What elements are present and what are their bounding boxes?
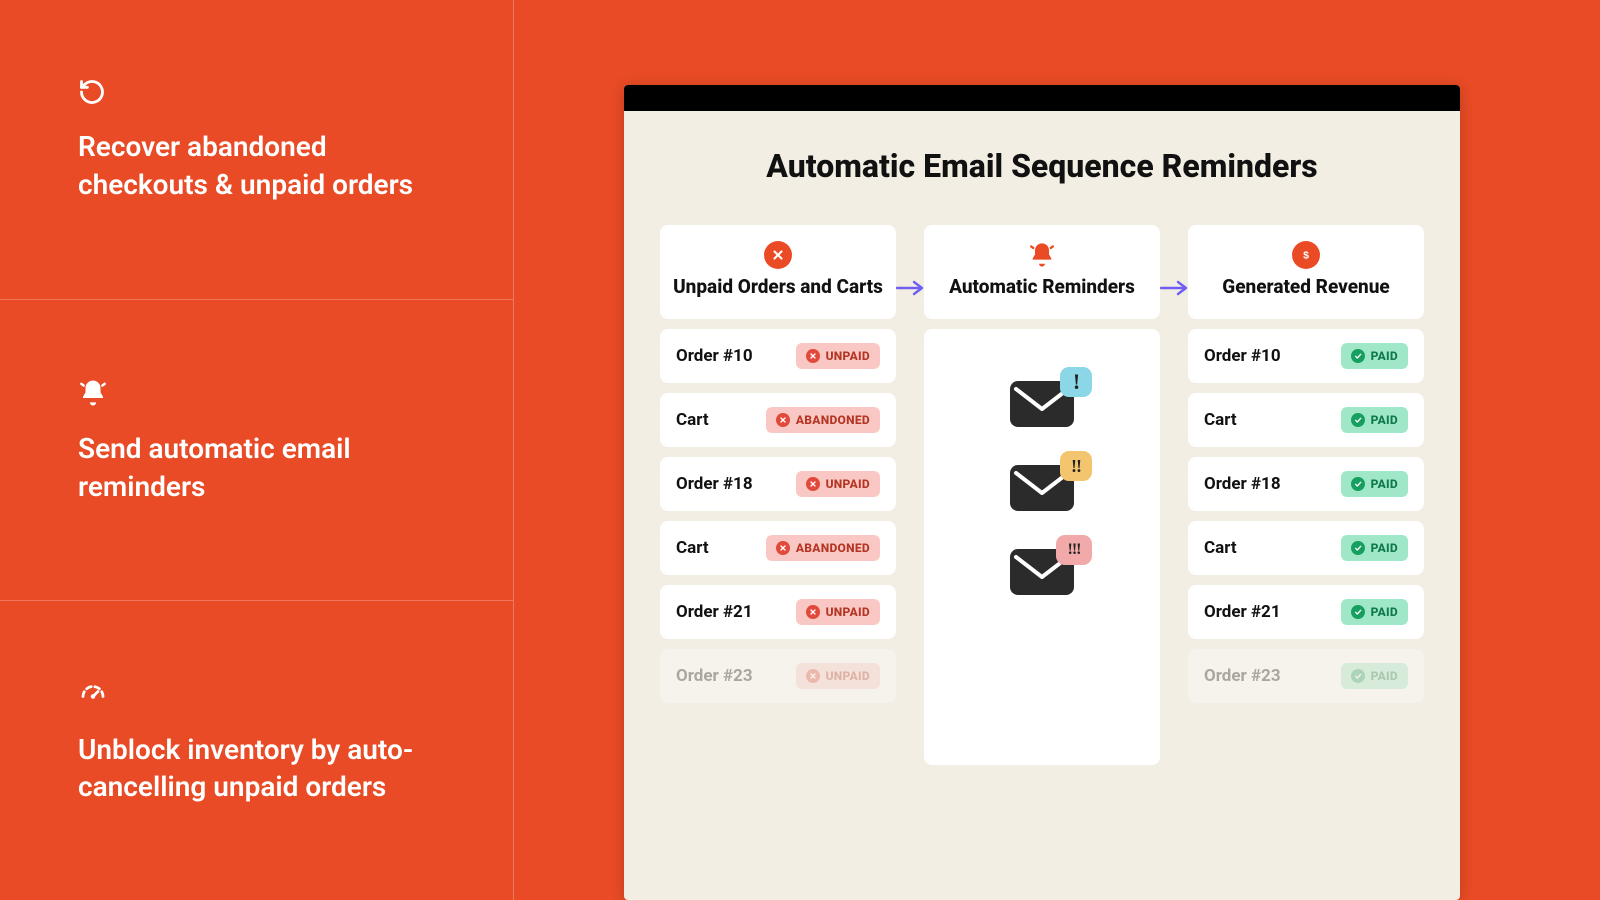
status-text: ABANDONED — [796, 541, 870, 555]
column-title: Generated Revenue — [1198, 275, 1414, 299]
status-chip-paid: PAID — [1341, 343, 1408, 369]
order-card: Order #18 PAID — [1188, 457, 1424, 511]
order-card: Cart PAID — [1188, 393, 1424, 447]
gauge-icon — [78, 679, 449, 713]
recover-icon — [78, 78, 449, 110]
order-label: Order #21 — [676, 602, 753, 622]
exclaim-bubble: !!! — [1056, 535, 1092, 565]
x-icon — [806, 349, 820, 363]
order-card: Order #18 UNPAID — [660, 457, 896, 511]
x-icon — [776, 413, 790, 427]
status-chip-paid: PAID — [1341, 471, 1408, 497]
status-chip-paid: PAID — [1341, 535, 1408, 561]
order-card: Order #10 PAID — [1188, 329, 1424, 383]
order-label: Cart — [676, 410, 709, 430]
app-window: Automatic Email Sequence Reminders Unpai… — [624, 85, 1460, 900]
check-icon — [1351, 413, 1365, 427]
order-label: Order #18 — [676, 474, 753, 494]
order-label: Cart — [676, 538, 709, 558]
svg-text:$: $ — [1303, 250, 1309, 262]
order-label: Cart — [1204, 410, 1237, 430]
order-card: Cart ABANDONED — [660, 393, 896, 447]
check-icon — [1351, 669, 1365, 683]
x-icon — [806, 477, 820, 491]
status-chip-abandoned: ABANDONED — [766, 407, 880, 433]
columns-container: Unpaid Orders and Carts Order #10 UNPAID C… — [660, 225, 1424, 765]
status-text: ABANDONED — [796, 413, 870, 427]
order-card: Order #21 PAID — [1188, 585, 1424, 639]
status-chip-unpaid: UNPAID — [796, 599, 880, 625]
bell-ring-icon — [1028, 241, 1056, 269]
dollar-circle-icon: $ — [1292, 241, 1320, 269]
status-text: PAID — [1371, 605, 1398, 619]
order-label: Order #10 — [1204, 346, 1281, 366]
column-reminders: Automatic Reminders !!!!!! — [924, 225, 1160, 765]
order-card: Order #10 UNPAID — [660, 329, 896, 383]
page-title: Automatic Email Sequence Reminders — [660, 147, 1424, 185]
status-chip-paid: PAID — [1341, 599, 1408, 625]
order-card: Order #23 PAID — [1188, 649, 1424, 703]
status-text: PAID — [1371, 669, 1398, 683]
column-header-unpaid: Unpaid Orders and Carts — [660, 225, 896, 319]
status-text: UNPAID — [826, 669, 870, 683]
status-text: PAID — [1371, 477, 1398, 491]
right-panel: Automatic Email Sequence Reminders Unpai… — [514, 0, 1600, 900]
reminder-envelope: !!! — [1010, 549, 1074, 595]
column-title: Automatic Reminders — [934, 275, 1150, 299]
order-label: Order #21 — [1204, 602, 1281, 622]
status-text: UNPAID — [826, 349, 870, 363]
check-icon — [1351, 477, 1365, 491]
column-header-revenue: $ Generated Revenue — [1188, 225, 1424, 319]
feature-sidebar: Recover abandoned checkouts & unpaid ord… — [0, 0, 514, 900]
exclaim-bubble: ! — [1060, 367, 1092, 397]
status-chip-unpaid: UNPAID — [796, 343, 880, 369]
order-label: Order #18 — [1204, 474, 1281, 494]
status-text: PAID — [1371, 413, 1398, 427]
feature-text: Unblock inventory by auto-cancelling unp… — [78, 731, 449, 807]
feature-inventory: Unblock inventory by auto-cancelling unp… — [0, 601, 513, 900]
column-revenue: $ Generated Revenue Order #10 PAID Cart PAI… — [1188, 225, 1424, 703]
order-card: Order #21 UNPAID — [660, 585, 896, 639]
arrow-icon — [1160, 279, 1188, 301]
feature-text: Recover abandoned checkouts & unpaid ord… — [78, 128, 449, 204]
arrow-icon — [896, 279, 924, 301]
order-label: Order #10 — [676, 346, 753, 366]
reminder-envelope: !! — [1010, 465, 1074, 511]
status-chip-abandoned: ABANDONED — [766, 535, 880, 561]
window-titlebar — [624, 85, 1460, 111]
order-card: Order #23 UNPAID — [660, 649, 896, 703]
column-unpaid: Unpaid Orders and Carts Order #10 UNPAID C… — [660, 225, 896, 703]
column-header-reminders: Automatic Reminders — [924, 225, 1160, 319]
order-card: Cart PAID — [1188, 521, 1424, 575]
check-icon — [1351, 349, 1365, 363]
order-card: Cart ABANDONED — [660, 521, 896, 575]
status-text: PAID — [1371, 349, 1398, 363]
feature-recover: Recover abandoned checkouts & unpaid ord… — [0, 0, 513, 300]
status-chip-unpaid: UNPAID — [796, 663, 880, 689]
x-icon — [776, 541, 790, 555]
order-label: Cart — [1204, 538, 1237, 558]
status-chip-paid: PAID — [1341, 663, 1408, 689]
order-label: Order #23 — [676, 666, 753, 686]
status-text: PAID — [1371, 541, 1398, 555]
check-icon — [1351, 605, 1365, 619]
x-icon — [806, 669, 820, 683]
feature-text: Send automatic email reminders — [78, 430, 449, 506]
status-chip-paid: PAID — [1341, 407, 1408, 433]
x-circle-icon — [764, 241, 792, 269]
bell-icon — [78, 378, 449, 412]
x-icon — [806, 605, 820, 619]
status-text: UNPAID — [826, 477, 870, 491]
column-title: Unpaid Orders and Carts — [670, 275, 886, 299]
reminders-body: !!!!!! — [924, 329, 1160, 765]
order-label: Order #23 — [1204, 666, 1281, 686]
status-text: UNPAID — [826, 605, 870, 619]
reminder-envelope: ! — [1010, 381, 1074, 427]
status-chip-unpaid: UNPAID — [796, 471, 880, 497]
feature-reminders: Send automatic email reminders — [0, 300, 513, 600]
check-icon — [1351, 541, 1365, 555]
exclaim-bubble: !! — [1060, 451, 1092, 481]
